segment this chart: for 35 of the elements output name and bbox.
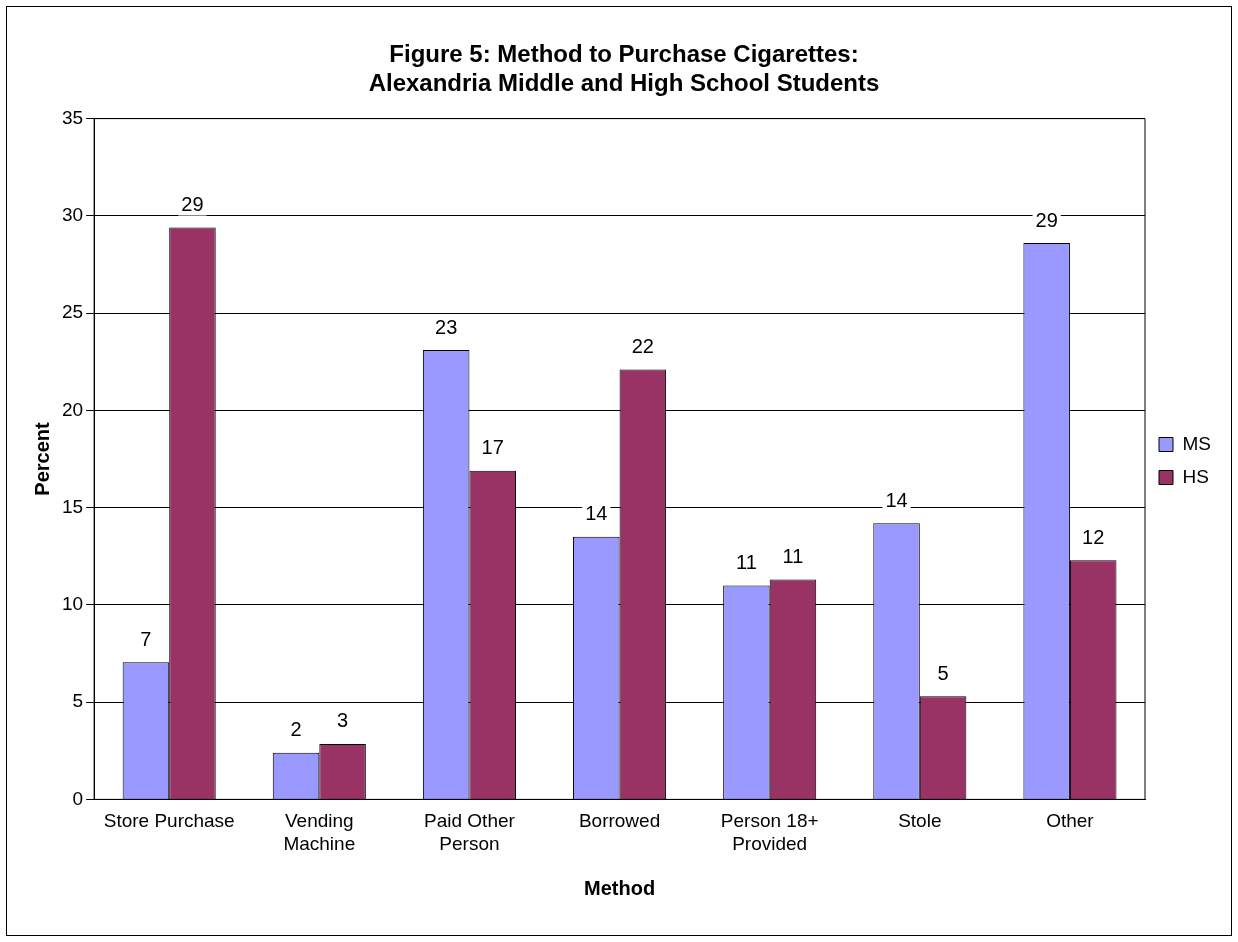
data-label: 23 [435,315,458,338]
data-label: 11 [782,545,804,568]
y-axis-title: Percent [30,421,53,496]
y-tick-label: 10 [61,593,84,615]
x-tick-label: Store Purchase [103,810,235,832]
y-tick-label: 5 [72,690,84,712]
x-tick-label: Stole [898,810,942,832]
y-tick-label: 35 [61,106,84,128]
y-tick-label: 0 [72,787,84,809]
x-tick-label: Vending Machine [283,810,356,854]
text: Alexandria Middle and High School Students [368,68,880,96]
data-label: 14 [885,488,908,511]
data-label: 11 [736,550,757,573]
data-label: 22 [631,335,654,358]
x-tick-label: Person 18+ Provided [720,810,819,854]
y-tick-label: 15 [61,495,84,517]
x-tick-label: Other [1046,810,1095,832]
data-label: 17 [481,436,504,459]
data-label: 29 [1035,208,1058,231]
text: Figure 5: Method to Purchase Cigarettes: [389,40,859,68]
data-label: 7 [140,627,152,650]
y-tick-label: 20 [61,398,84,420]
data-label: 14 [585,502,608,525]
x-tick-label: Borrowed [578,810,661,832]
legend-label: HS [1182,465,1209,487]
legend-label: MS [1182,432,1211,454]
data-label: 5 [937,661,949,684]
data-label: 29 [181,193,204,216]
x-tick-label: Paid Other Person [424,810,516,854]
data-label: 3 [337,709,349,732]
data-label: 12 [1082,525,1105,548]
x-axis-title: Method [584,876,656,899]
data-label: 2 [290,718,302,741]
y-tick-label: 30 [61,204,84,226]
y-tick-label: 25 [61,301,84,323]
